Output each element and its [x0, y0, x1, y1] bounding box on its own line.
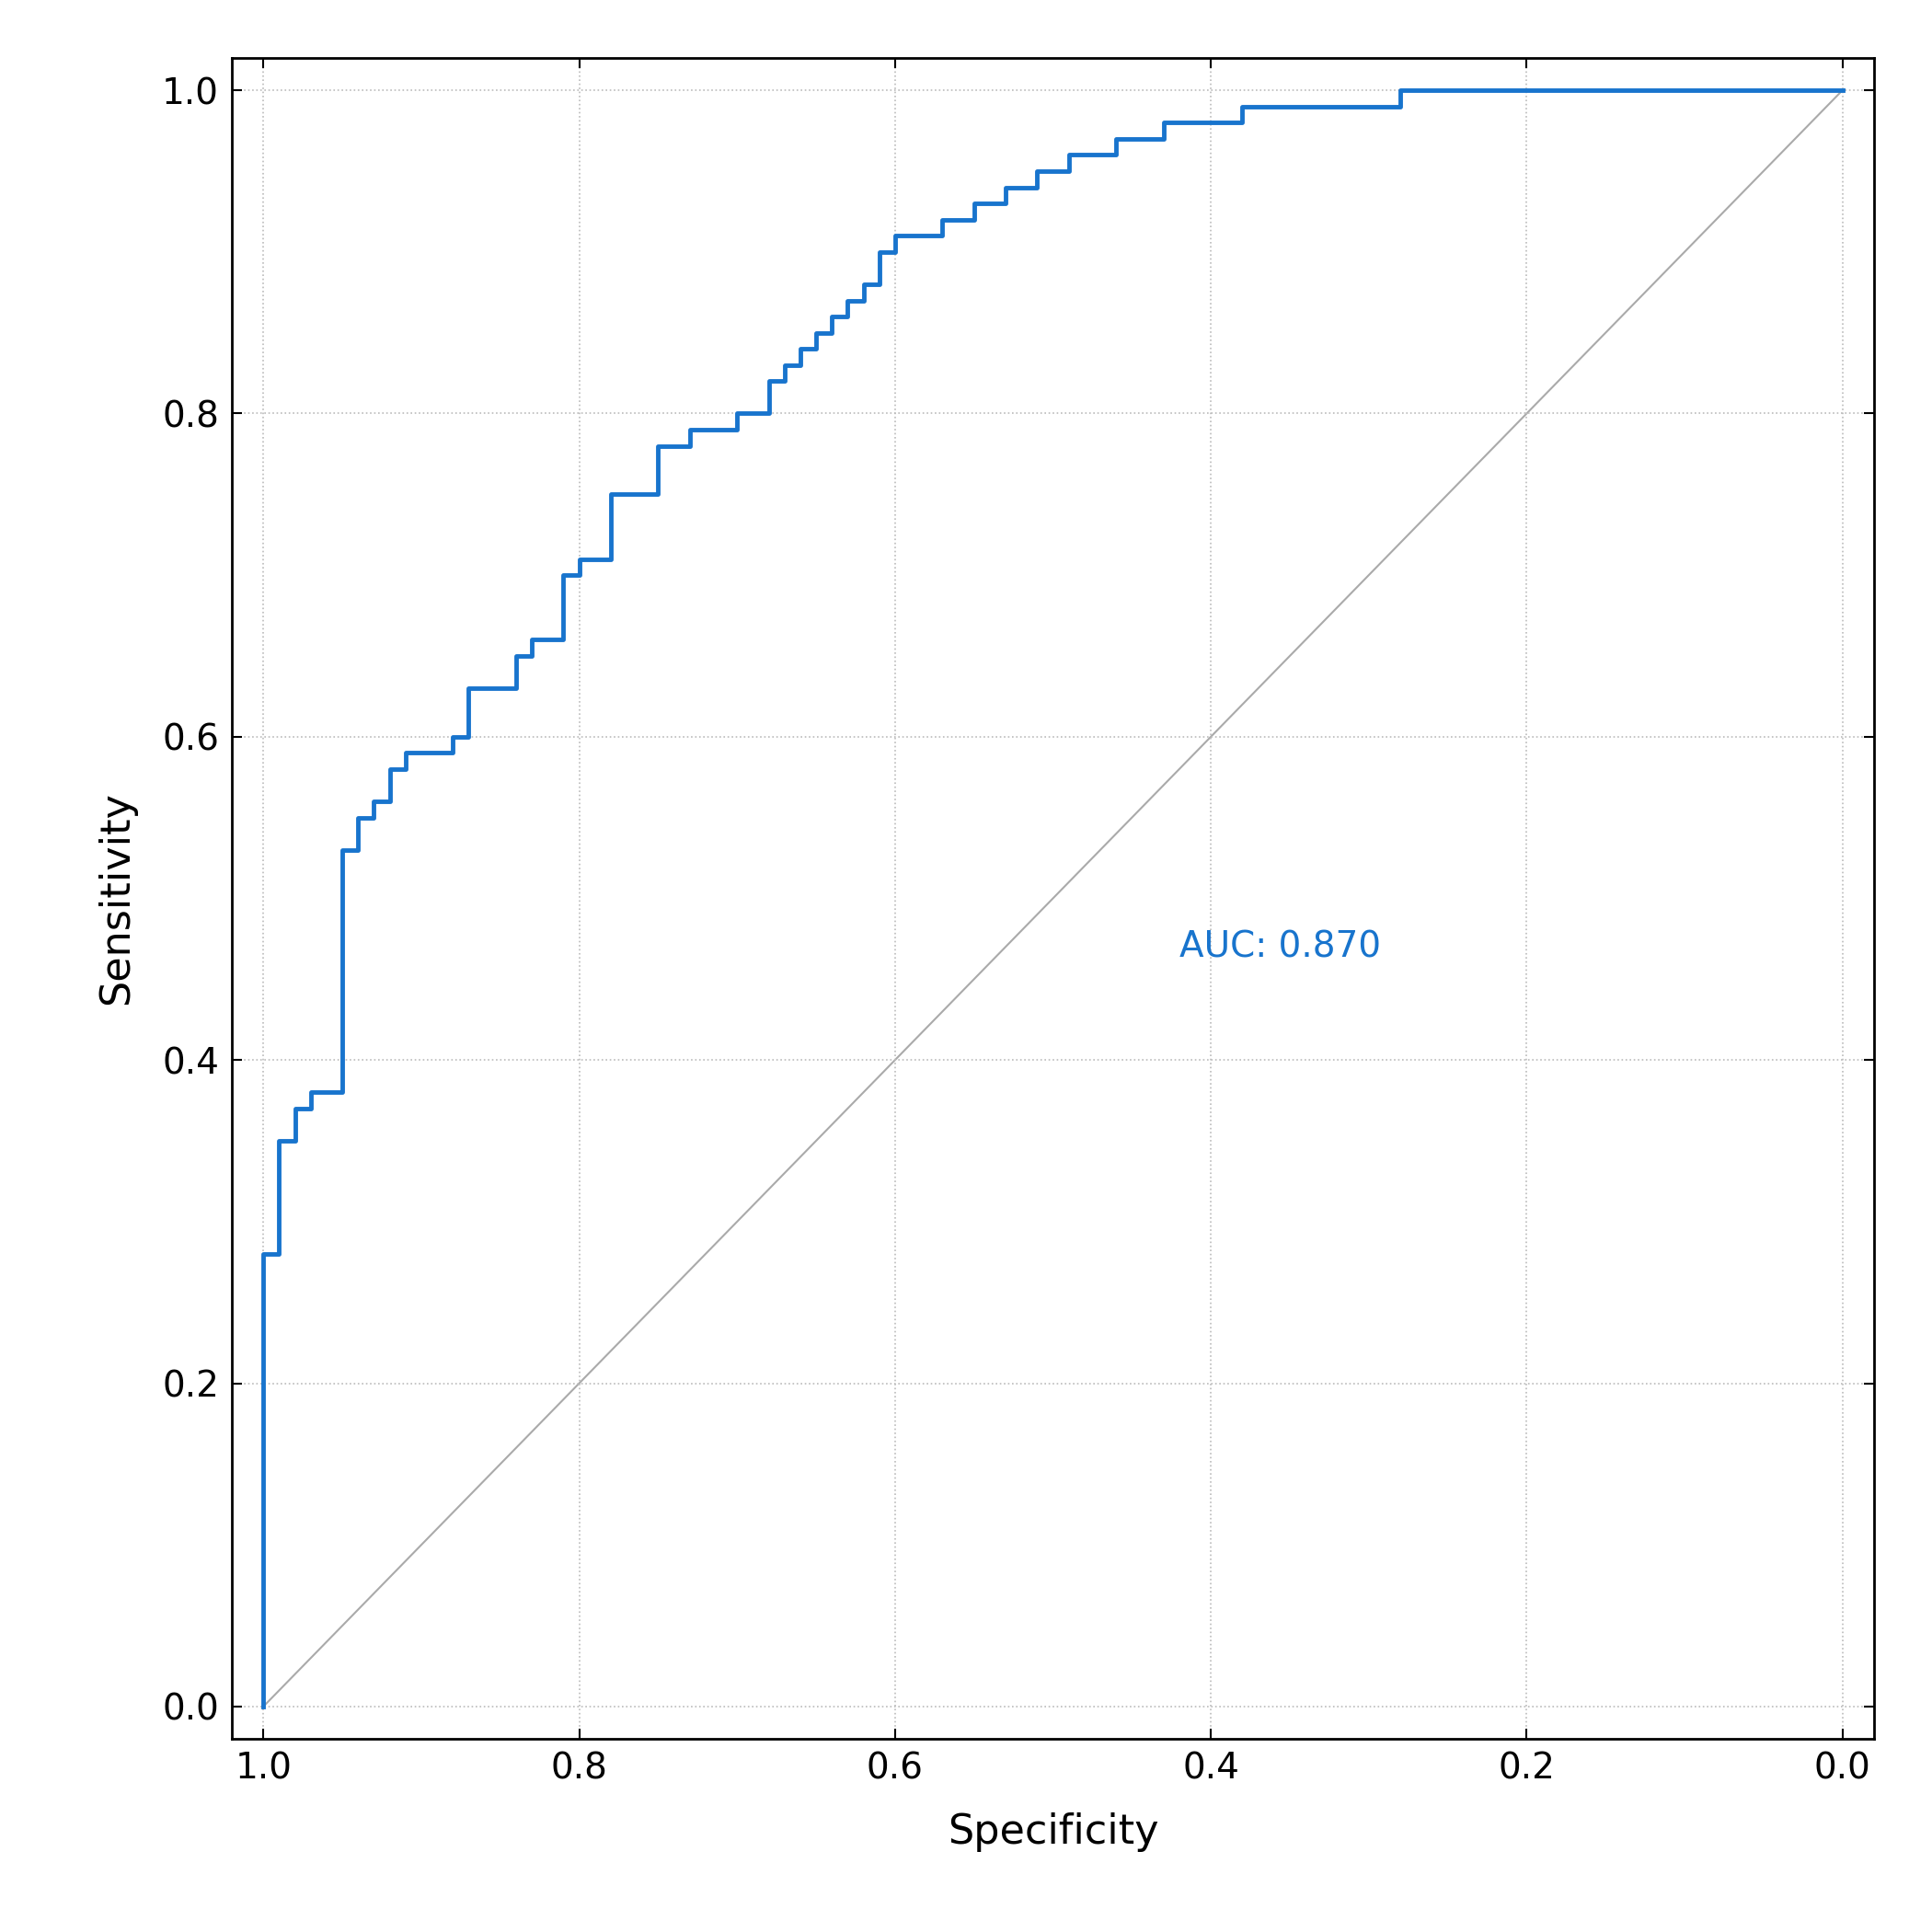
Text: AUC: 0.870: AUC: 0.870 — [1179, 929, 1381, 964]
X-axis label: Specificity: Specificity — [947, 1812, 1159, 1851]
Y-axis label: Sensitivity: Sensitivity — [97, 792, 137, 1005]
